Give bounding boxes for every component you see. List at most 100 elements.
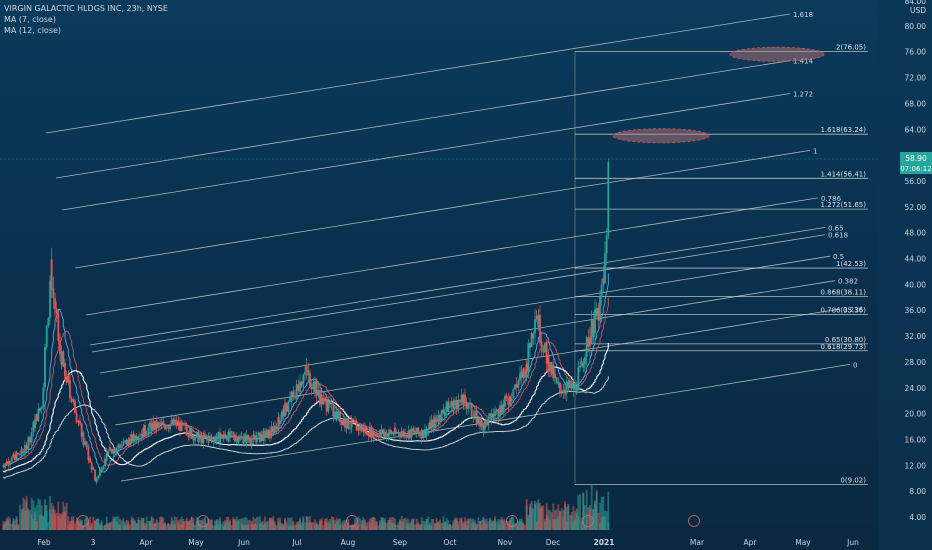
volume-bar — [210, 519, 213, 530]
fib-channel-line — [74, 150, 811, 269]
volume-bar — [484, 519, 486, 530]
volume-bar — [35, 520, 38, 530]
volume-bar — [55, 512, 58, 530]
time-tick-label: 2021 — [594, 538, 615, 547]
candle-body — [425, 430, 428, 437]
candle-body — [165, 427, 168, 429]
volume-histogram — [2, 484, 610, 530]
candle-body — [592, 320, 595, 338]
volume-bar — [554, 510, 556, 530]
volume-bar — [425, 518, 428, 530]
candle-body — [574, 384, 576, 389]
candle-body — [567, 380, 570, 388]
candle-body — [494, 411, 496, 416]
volume-bar — [362, 520, 365, 530]
volume-bar — [294, 524, 296, 530]
price-tick-label: 32.00 — [905, 332, 927, 341]
price-tick-label: 56.00 — [905, 177, 927, 186]
candle-body — [352, 421, 355, 423]
candle-body — [579, 365, 581, 368]
candle-body — [430, 422, 433, 430]
candle-body — [442, 409, 445, 414]
candle-body — [292, 392, 295, 397]
candle-body — [182, 423, 185, 426]
candle-body — [477, 417, 480, 424]
candle-body — [322, 397, 325, 405]
candle-body — [57, 334, 60, 341]
candle-body — [184, 425, 186, 426]
fib-channel-label: 1.272 — [793, 91, 813, 99]
candle-body — [404, 431, 406, 438]
candle-body — [399, 435, 401, 438]
volume-bar — [322, 525, 325, 530]
indicator-ma7[interactable]: MA (7, close) — [4, 15, 56, 24]
candle-body — [310, 388, 313, 390]
candle-body — [420, 429, 423, 439]
volume-bar — [509, 520, 511, 530]
volume-bar — [287, 525, 290, 530]
indicator-ma12[interactable]: MA (12, close) — [4, 26, 62, 35]
price-axis-bg — [878, 0, 932, 550]
candle-body — [467, 403, 470, 409]
candle-body — [549, 362, 551, 371]
volume-bar — [584, 505, 586, 530]
volume-bar — [590, 484, 593, 530]
volume-bar — [62, 501, 65, 530]
candle-body — [507, 403, 510, 405]
candle-body — [389, 429, 391, 432]
candle-body — [314, 381, 316, 392]
candle-body — [545, 350, 548, 364]
volume-bar — [489, 519, 491, 530]
candle-body — [324, 398, 326, 400]
volume-bar — [369, 518, 371, 530]
time-axis: Feb 3 Apr May Jun Jul Aug Sep Oct Nov Dec 2021 Mar Ap… — [37, 538, 859, 547]
candle-body — [407, 430, 410, 439]
candle-body — [379, 433, 381, 438]
volume-bar — [550, 512, 553, 530]
volume-bar — [245, 517, 248, 530]
candle-body — [262, 430, 265, 432]
volume-bar — [140, 521, 143, 530]
candle-body — [329, 402, 331, 405]
candle-body — [317, 390, 320, 393]
volume-bar — [434, 523, 436, 530]
candle-body — [94, 473, 96, 481]
candle-body — [364, 427, 366, 432]
volume-bar — [70, 516, 73, 530]
candle-body — [294, 396, 296, 399]
volume-bar — [410, 519, 413, 530]
candle-body — [585, 338, 588, 357]
volume-bar — [180, 524, 183, 530]
candle-body — [439, 420, 441, 421]
volume-bar — [244, 517, 246, 530]
volume-bar — [204, 517, 206, 530]
volume-bar — [597, 512, 600, 530]
volume-bar — [252, 516, 255, 530]
candle-body — [99, 471, 101, 476]
candle-body — [374, 434, 376, 436]
volume-bar — [364, 519, 366, 530]
candle-body — [24, 445, 26, 453]
volume-bar — [522, 522, 525, 530]
volume-bar — [89, 516, 91, 530]
time-tick-label: Jul — [291, 538, 301, 547]
candle-body — [265, 429, 268, 431]
candle-body — [325, 399, 328, 411]
volume-bar — [547, 517, 550, 530]
volume-bar — [134, 520, 136, 530]
candle-body — [604, 253, 606, 261]
volume-bar — [414, 524, 416, 530]
volume-bar — [365, 525, 368, 530]
candle-body — [257, 432, 260, 435]
volume-bar — [560, 508, 563, 530]
chart-legend: VIRGIN GALACTIC HLDGS INC, 23h, NYSE MA … — [4, 3, 168, 36]
candle-body — [22, 451, 25, 454]
volume-bar — [214, 520, 216, 530]
candle-body — [375, 433, 378, 437]
candle-body — [44, 347, 46, 375]
candle-body — [284, 403, 286, 417]
volume-bar — [14, 524, 16, 530]
price-tick-label: 8.00 — [909, 487, 926, 496]
